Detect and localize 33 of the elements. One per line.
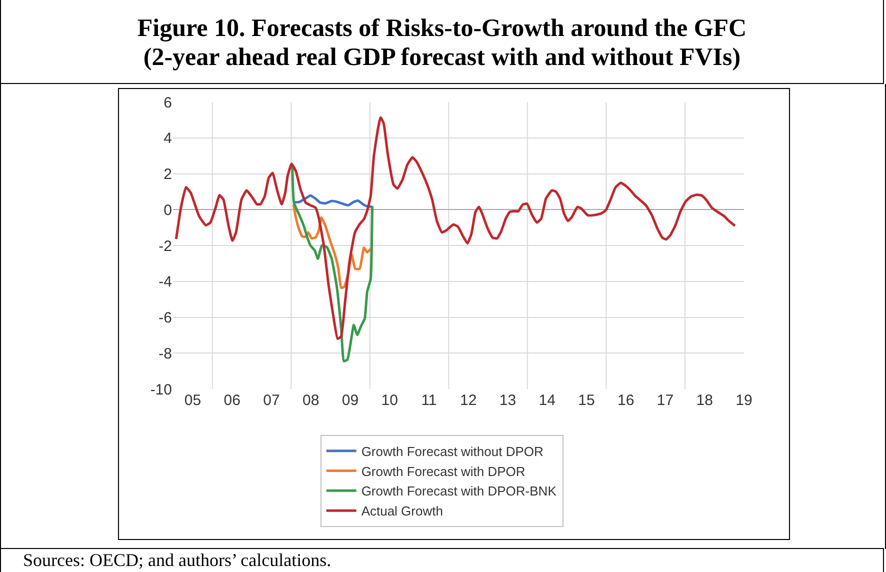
x-tick-label: 17 bbox=[656, 392, 674, 409]
x-tick-label: 13 bbox=[499, 392, 516, 409]
chart-title: Figure 10. Forecasts of Risks-to-Growth around the GFC (2-year ahead real GDP forecast with and without FVIs) bbox=[0, 0, 884, 84]
x-tick-label: 05 bbox=[184, 392, 202, 409]
y-tick-label: -4 bbox=[158, 274, 172, 291]
x-tick-label: 06 bbox=[224, 392, 240, 409]
legend-label: Growth Forecast with DPOR bbox=[361, 464, 526, 479]
y-tick-label: 4 bbox=[164, 130, 172, 148]
x-tick-label: 09 bbox=[342, 392, 359, 409]
y-tick-label: 6 bbox=[164, 94, 172, 112]
x-tick-label: 16 bbox=[618, 392, 634, 409]
y-tick-label: 2 bbox=[164, 166, 172, 183]
x-tick-label: 12 bbox=[460, 392, 477, 409]
x-tick-label: 15 bbox=[578, 392, 595, 409]
x-tick-label: 14 bbox=[538, 392, 556, 409]
x-tick-label: 19 bbox=[736, 392, 752, 409]
x-tick-label: 08 bbox=[302, 392, 320, 409]
x-tick-label: 07 bbox=[263, 392, 280, 409]
line-series bbox=[174, 116, 736, 340]
legend-label: Actual Growth bbox=[361, 504, 443, 519]
y-tick-label: -8 bbox=[158, 345, 172, 362]
y-tick-label: -6 bbox=[158, 310, 172, 326]
legend-label: Growth Forecast without DPOR bbox=[361, 444, 544, 459]
x-tick-label: 18 bbox=[696, 392, 713, 409]
y-tick-label: -2 bbox=[158, 238, 172, 255]
line-series bbox=[292, 194, 374, 208]
x-tick-label: 11 bbox=[421, 392, 437, 409]
y-tick-label: 0 bbox=[164, 202, 172, 219]
legend-label: Growth Forecast with DPOR-BNK bbox=[361, 484, 557, 499]
x-tick-label: 10 bbox=[381, 392, 398, 409]
line-series bbox=[291, 165, 374, 362]
source-note: Sources: OECD; and authors’ calculations. bbox=[0, 548, 884, 572]
y-tick-label: -10 bbox=[150, 381, 172, 398]
